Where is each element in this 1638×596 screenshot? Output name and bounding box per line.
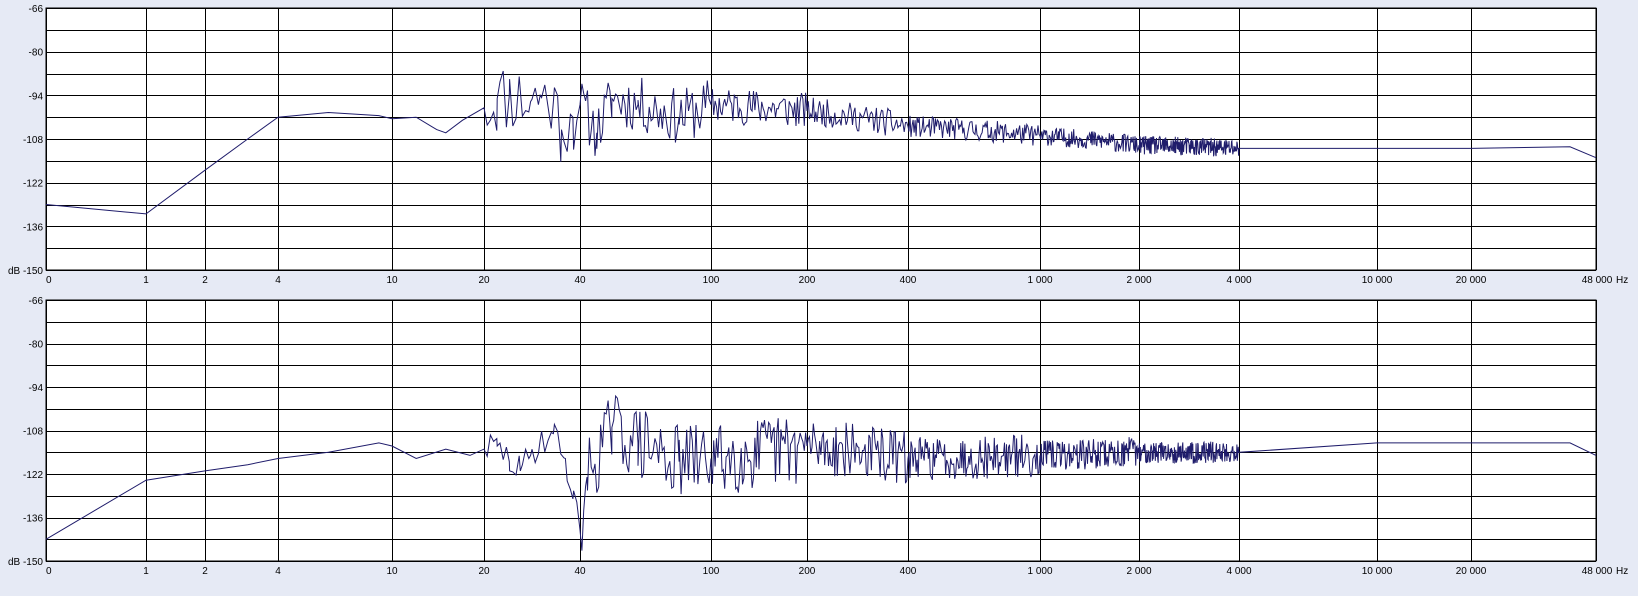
spectrum-trace bbox=[45, 70, 1597, 215]
spectrum-trace bbox=[45, 394, 1597, 551]
x-tick-label: 20 bbox=[478, 566, 490, 577]
x-tick-label: 1 000 bbox=[1027, 275, 1052, 286]
x-tick-label: 200 bbox=[799, 275, 816, 286]
x-tick-label: 400 bbox=[900, 566, 917, 577]
x-tick-label: 2 000 bbox=[1126, 566, 1151, 577]
y-tick-label: -122 bbox=[23, 470, 43, 481]
x-tick-label: 4 bbox=[275, 275, 281, 286]
y-tick-label: dB -150 bbox=[8, 557, 43, 568]
y-tick-label: -136 bbox=[23, 514, 43, 525]
x-tick-label: 40 bbox=[574, 275, 586, 286]
y-tick-label: -80 bbox=[29, 48, 44, 59]
x-tick-label: 1 bbox=[143, 566, 149, 577]
x-tick-label: 4 000 bbox=[1226, 566, 1251, 577]
x-tick-label: 2 bbox=[202, 275, 208, 286]
x-tick-label: 48 000 bbox=[1582, 275, 1613, 286]
x-tick-label: 100 bbox=[703, 566, 720, 577]
x-tick-label: 400 bbox=[900, 275, 917, 286]
y-tick-label: -136 bbox=[23, 222, 43, 233]
x-tick-label: 0 bbox=[46, 566, 52, 577]
x-tick-label: 0 bbox=[46, 275, 52, 286]
y-tick-label: -122 bbox=[23, 179, 43, 190]
y-tick-label: -108 bbox=[23, 427, 43, 438]
x-tick-label: 20 bbox=[478, 275, 490, 286]
x-tick-label: 40 bbox=[574, 566, 586, 577]
y-tick-label: -66 bbox=[29, 296, 44, 307]
y-tick-label: -108 bbox=[23, 135, 43, 146]
x-tick-label: 48 000 bbox=[1582, 566, 1613, 577]
y-tick-label: -80 bbox=[29, 340, 44, 351]
x-tick-label: 2 bbox=[202, 566, 208, 577]
x-tick-label: 10 bbox=[386, 566, 398, 577]
x-tick-label: 20 000 bbox=[1456, 275, 1487, 286]
x-tick-label: 4 000 bbox=[1226, 275, 1251, 286]
x-unit-label: Hz bbox=[1616, 566, 1628, 577]
x-tick-label: 20 000 bbox=[1456, 566, 1487, 577]
x-tick-label: 100 bbox=[703, 275, 720, 286]
x-tick-label: 10 000 bbox=[1362, 275, 1393, 286]
x-tick-label: 1 bbox=[143, 275, 149, 286]
spectrum-panel-bottom: 0 1 2 4 10 20 40 100 200 400 1 000 2 000 4 000 10 000… bbox=[8, 296, 1628, 577]
x-tick-label: 10 000 bbox=[1362, 566, 1393, 577]
x-tick-label: 4 bbox=[275, 566, 281, 577]
y-tick-label: -94 bbox=[29, 91, 44, 102]
y-tick-label: -94 bbox=[29, 383, 44, 394]
spectrum-panel-top: 0 1 2 4 10 20 40 100 200 400 1 000 2 000 4 000 10 000… bbox=[8, 4, 1628, 286]
y-tick-label: -66 bbox=[29, 4, 44, 15]
x-tick-label: 10 bbox=[386, 275, 398, 286]
x-tick-label: 200 bbox=[799, 566, 816, 577]
x-unit-label: Hz bbox=[1616, 275, 1628, 286]
x-tick-label: 2 000 bbox=[1126, 275, 1151, 286]
y-tick-label: dB -150 bbox=[8, 266, 43, 277]
x-tick-label: 1 000 bbox=[1027, 566, 1052, 577]
